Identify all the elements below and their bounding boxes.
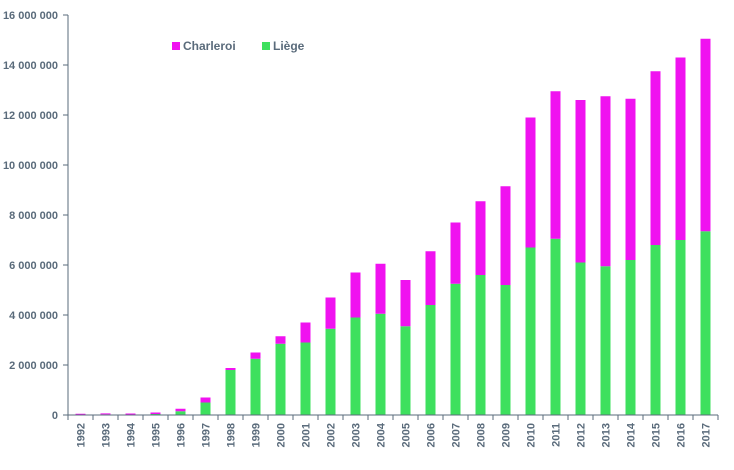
- y-tick-label: 12 000 000: [3, 110, 58, 122]
- bar-charleroi-2006: [425, 251, 436, 305]
- bar-charleroi-2015: [650, 71, 661, 245]
- x-tick-label: 1998: [226, 423, 238, 447]
- legend-swatch: [262, 42, 270, 50]
- bar-liege-2012: [575, 262, 586, 415]
- x-tick-label: 2012: [576, 423, 588, 447]
- x-tick-label: 1997: [201, 423, 213, 447]
- bar-charleroi-2005: [400, 280, 411, 327]
- y-tick-label: 16 000 000: [3, 10, 58, 22]
- x-axis-tick-labels: 1992 1993 1994 1995 1996 1997 1998 1999 2000 2001…: [76, 422, 713, 447]
- bar-liege-2010: [525, 247, 536, 415]
- bar-charleroi-1995: [150, 412, 161, 414]
- x-tick-label: 1996: [176, 423, 188, 447]
- x-tick-label: 1994: [126, 422, 138, 447]
- x-tick-label: 2015: [651, 423, 663, 447]
- x-tick-label: 1993: [101, 423, 113, 447]
- y-tick-label: 14 000 000: [3, 60, 58, 72]
- bar-liege-2011: [550, 238, 561, 415]
- bar-liege-2003: [350, 317, 361, 415]
- bar-charleroi-2003: [350, 272, 361, 318]
- y-tick-label: 2 000 000: [9, 360, 58, 372]
- bar-charleroi-2012: [575, 100, 586, 263]
- bar-liege-1996: [175, 411, 186, 415]
- bar-charleroi-2016: [675, 57, 686, 240]
- bar-liege-2015: [650, 245, 661, 415]
- bar-charleroi-1999: [250, 352, 261, 359]
- bar-charleroi-1998: [225, 368, 236, 370]
- bar-liege-1998: [225, 370, 236, 415]
- bars-group: [75, 38, 711, 416]
- bar-liege-1999: [250, 358, 261, 415]
- bar-liege-2016: [675, 240, 686, 415]
- y-tick-label: 0: [52, 410, 58, 422]
- y-tick-label: 6 000 000: [9, 260, 58, 272]
- x-tick-label: 2002: [326, 423, 338, 447]
- x-tick-label: 2009: [501, 423, 513, 447]
- x-tick-label: 2004: [376, 422, 388, 447]
- x-tick-label: 2008: [476, 423, 488, 447]
- y-tick-label: 4 000 000: [9, 310, 58, 322]
- x-tick-label: 2013: [601, 423, 613, 447]
- bar-liege-2013: [600, 266, 611, 415]
- x-tick-label: 2011: [551, 423, 563, 447]
- y-tick-label: 8 000 000: [9, 210, 58, 222]
- x-tick-label: 1992: [76, 423, 88, 447]
- bar-charleroi-2009: [500, 186, 511, 285]
- bar-liege-2007: [450, 283, 461, 415]
- x-tick-label: 2014: [626, 422, 638, 447]
- bar-charleroi-2014: [625, 98, 636, 260]
- y-axis-tick-labels: 0 2 000 000 4 000 000 6 000 000 8 000 000 10 …: [3, 10, 58, 422]
- x-tick-label: 2010: [526, 423, 538, 447]
- x-tick-label: 2007: [451, 423, 463, 447]
- bar-charleroi-2000: [275, 336, 286, 344]
- bar-liege-2005: [400, 326, 411, 415]
- x-tick-label: 1999: [251, 423, 263, 447]
- x-tick-label: 2017: [701, 423, 713, 447]
- bar-liege-2017: [700, 231, 711, 415]
- bar-charleroi-2008: [475, 201, 486, 275]
- bar-charleroi-2001: [300, 322, 311, 343]
- bar-liege-2008: [475, 275, 486, 415]
- x-tick-label: 2000: [276, 423, 288, 447]
- bar-charleroi-2010: [525, 117, 536, 248]
- bar-charleroi-1993: [100, 413, 111, 415]
- bar-charleroi-2007: [450, 222, 461, 284]
- legend: Charleroi Liège: [172, 39, 305, 53]
- bar-charleroi-1992: [75, 413, 86, 415]
- bar-liege-2009: [500, 285, 511, 415]
- bar-liege-2004: [375, 313, 386, 415]
- x-tick-label: 2003: [351, 423, 363, 447]
- x-tick-label: 1995: [151, 423, 163, 447]
- bar-liege-2006: [425, 305, 436, 415]
- bar-charleroi-2002: [325, 297, 336, 329]
- bar-charleroi-2011: [550, 91, 561, 239]
- bar-charleroi-2004: [375, 263, 386, 314]
- x-tick-label: 2005: [401, 423, 413, 447]
- x-tick-label: 2016: [676, 423, 688, 447]
- bar-liege-1997: [200, 402, 211, 415]
- bar-charleroi-2017: [700, 38, 711, 232]
- bar-liege-2014: [625, 260, 636, 415]
- bar-charleroi-1996: [175, 408, 186, 412]
- legend-label: Liège: [273, 39, 305, 53]
- x-tick-label: 2001: [301, 423, 313, 447]
- axes-group: [63, 14, 719, 420]
- legend-label: Charleroi: [183, 39, 236, 53]
- legend-swatch: [172, 42, 180, 50]
- bar-charleroi-1994: [125, 413, 136, 415]
- y-tick-label: 10 000 000: [3, 160, 58, 172]
- bar-liege-2001: [300, 342, 311, 415]
- bar-charleroi-1997: [200, 397, 211, 403]
- x-tick-label: 2006: [426, 423, 438, 447]
- bar-charleroi-2013: [600, 96, 611, 267]
- bar-liege-2002: [325, 328, 336, 415]
- bar-liege-2000: [275, 343, 286, 415]
